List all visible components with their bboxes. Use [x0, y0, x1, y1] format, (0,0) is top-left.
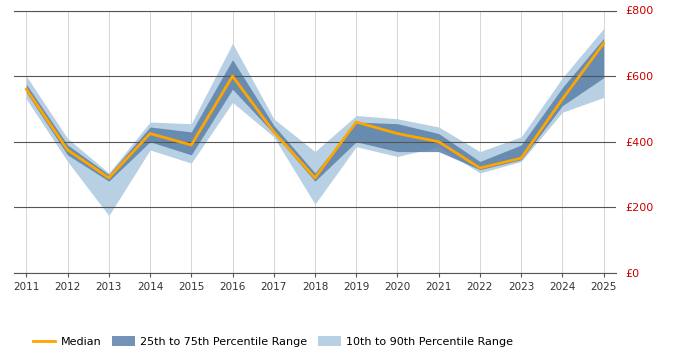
Legend: Median, 25th to 75th Percentile Range, 10th to 90th Percentile Range: Median, 25th to 75th Percentile Range, 1…: [28, 332, 517, 350]
